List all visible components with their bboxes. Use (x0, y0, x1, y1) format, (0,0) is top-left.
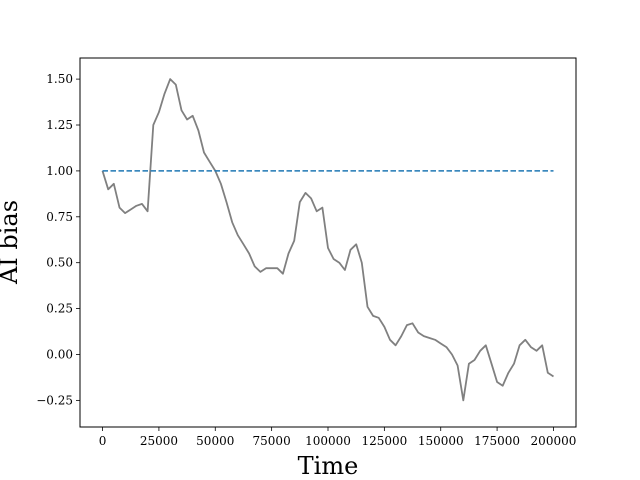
y-axis-ticks: −0.25 0.00 0.25 0.50 0.75 1.00 1.25 1.50 (36, 72, 80, 407)
y-tick-label: 1.25 (46, 118, 73, 132)
x-axis-ticks: 0 25000 50000 75000 100000 125000 150000 175000… (99, 427, 577, 448)
x-tick-label: 75000 (253, 434, 291, 448)
x-tick-label: 25000 (140, 434, 178, 448)
x-tick-label: 50000 (196, 434, 234, 448)
series-layer (101, 78, 554, 402)
y-tick-label: 1.50 (46, 72, 73, 86)
y-tick-label: 0.50 (46, 256, 73, 270)
x-tick-label: 175000 (474, 434, 520, 448)
x-tick-label: 125000 (361, 434, 407, 448)
x-axis-label: Time (298, 452, 359, 480)
x-tick-label: 0 (99, 434, 107, 448)
y-tick-label: 1.00 (46, 164, 73, 178)
series-line (101, 78, 554, 402)
x-tick-label: 150000 (418, 434, 464, 448)
y-tick-label: 0.25 (46, 302, 73, 316)
y-tick-label: −0.25 (36, 393, 73, 407)
x-tick-label: 100000 (305, 434, 351, 448)
y-axis-label: AI bias (0, 200, 23, 285)
y-tick-label: 0.75 (46, 210, 73, 224)
y-tick-label: 0.00 (46, 347, 73, 361)
x-tick-label: 200000 (531, 434, 577, 448)
